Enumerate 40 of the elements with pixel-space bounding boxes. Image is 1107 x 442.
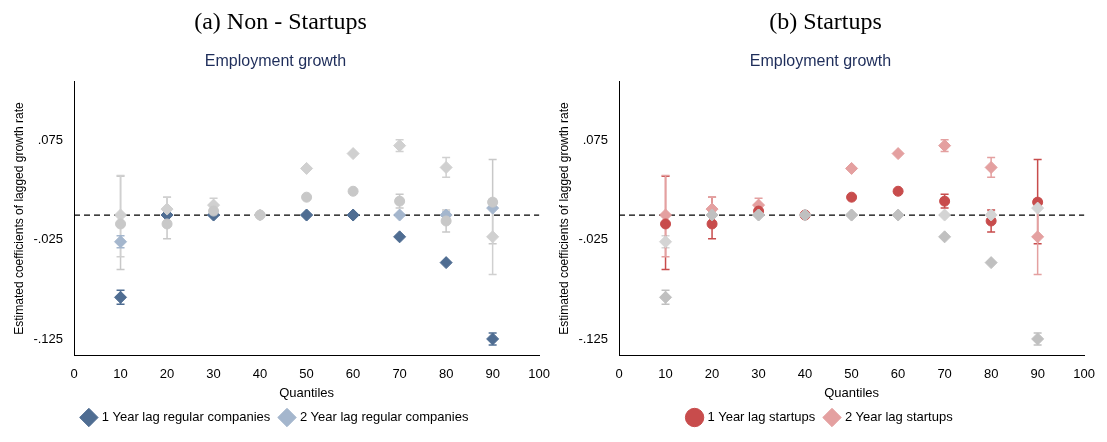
x-tick-label: 60: [890, 366, 906, 382]
x-tick-label: 70: [392, 366, 407, 382]
y-tick-label: .075: [582, 132, 609, 148]
x-tick-label: 80: [983, 366, 999, 382]
x-axis-title: Quantiles: [824, 384, 880, 400]
y-tick-label: -.025: [33, 231, 64, 247]
chart-title: (a) Non - Startups: [193, 8, 368, 36]
chart-title: (b) Startups: [768, 8, 883, 36]
x-tick-label: 100: [1073, 366, 1096, 382]
y-tick-label: -.125: [33, 330, 64, 346]
x-tick-label: 40: [797, 366, 813, 382]
x-tick-label: 90: [1030, 366, 1045, 382]
x-tick-label: 0: [70, 366, 78, 382]
chart-subtitle: Employment growth: [749, 52, 892, 70]
legend-label: 1 Year lag startups: [707, 409, 816, 425]
x-tick-label: 0: [615, 366, 623, 382]
x-tick-label: 60: [345, 366, 361, 382]
x-tick-label: 10: [658, 366, 673, 382]
x-tick-label: 50: [299, 366, 314, 382]
legend-label: 1 Year lag regular companies: [101, 409, 271, 425]
y-axis-title: Estimated coefficients of lagged growth rate: [556, 101, 571, 335]
x-tick-label: 50: [844, 366, 859, 382]
y-tick-label: -.125: [578, 330, 609, 346]
x-tick-label: 20: [159, 366, 175, 382]
legend-label: 2 Year lag startups: [845, 409, 954, 425]
legend-label: 2 Year lag regular companies: [300, 409, 469, 425]
x-tick-label: 30: [751, 366, 766, 382]
x-tick-label: 90: [485, 366, 500, 382]
chart-subtitle: Employment growth: [204, 52, 347, 70]
x-axis-title: Quantiles: [279, 384, 335, 400]
y-axis-title: Estimated coefficients of lagged growth rate: [11, 101, 26, 335]
y-tick-label: -.025: [578, 231, 609, 247]
x-tick-label: 10: [113, 366, 128, 382]
x-tick-label: 80: [438, 366, 454, 382]
x-tick-label: 20: [704, 366, 720, 382]
x-tick-label: 30: [206, 366, 221, 382]
x-tick-label: 40: [252, 366, 268, 382]
y-tick-label: .075: [37, 132, 64, 148]
x-tick-label: 70: [937, 366, 952, 382]
x-tick-label: 100: [528, 366, 551, 382]
